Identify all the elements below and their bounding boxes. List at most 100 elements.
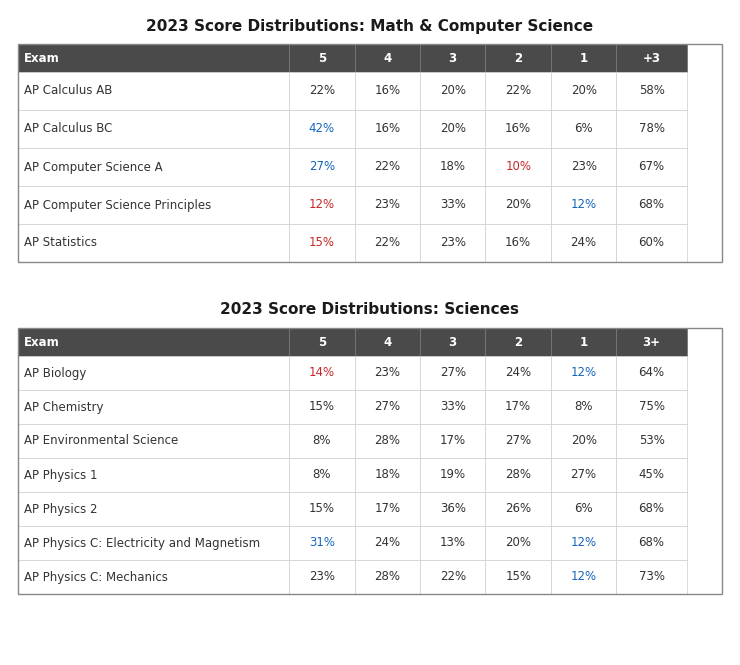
Bar: [354, 492, 420, 526]
Bar: [551, 328, 616, 356]
Text: 12%: 12%: [309, 198, 334, 211]
Text: AP Calculus AB: AP Calculus AB: [24, 84, 112, 98]
Bar: [420, 424, 485, 458]
Bar: [551, 186, 616, 224]
Text: 27%: 27%: [309, 160, 334, 174]
Bar: [420, 492, 485, 526]
Bar: [551, 148, 616, 186]
Text: 20%: 20%: [505, 198, 531, 211]
Bar: [616, 328, 687, 356]
Bar: [551, 492, 616, 526]
Bar: [354, 110, 420, 148]
Text: 2: 2: [514, 51, 522, 65]
Text: 3+: 3+: [642, 336, 661, 348]
Text: 8%: 8%: [312, 434, 331, 448]
Text: 12%: 12%: [571, 198, 596, 211]
Bar: [354, 186, 420, 224]
Bar: [485, 390, 551, 424]
Text: 31%: 31%: [309, 537, 334, 549]
Bar: [551, 224, 616, 262]
Bar: [616, 148, 687, 186]
Text: 2023 Score Distributions: Sciences: 2023 Score Distributions: Sciences: [221, 303, 519, 317]
Bar: [289, 560, 354, 594]
Text: 24%: 24%: [571, 237, 596, 249]
Bar: [289, 390, 354, 424]
Text: 28%: 28%: [505, 469, 531, 481]
Bar: [485, 560, 551, 594]
Bar: [616, 224, 687, 262]
Bar: [485, 72, 551, 110]
Bar: [289, 526, 354, 560]
Bar: [289, 424, 354, 458]
Bar: [18, 560, 289, 594]
Text: 15%: 15%: [309, 503, 334, 515]
Bar: [18, 390, 289, 424]
Bar: [485, 492, 551, 526]
Text: 67%: 67%: [639, 160, 665, 174]
Bar: [289, 328, 354, 356]
Bar: [289, 44, 354, 72]
Bar: [354, 458, 420, 492]
Text: 53%: 53%: [639, 434, 665, 448]
Text: 16%: 16%: [374, 122, 400, 136]
Text: 17%: 17%: [440, 434, 465, 448]
Bar: [354, 328, 420, 356]
Text: 26%: 26%: [505, 503, 531, 515]
Text: 15%: 15%: [505, 571, 531, 583]
Text: 20%: 20%: [505, 537, 531, 549]
Text: 8%: 8%: [574, 400, 593, 414]
Text: 23%: 23%: [571, 160, 596, 174]
Text: AP Physics 2: AP Physics 2: [24, 503, 98, 515]
Text: 64%: 64%: [639, 366, 665, 380]
Text: 20%: 20%: [571, 84, 596, 98]
Text: 27%: 27%: [374, 400, 400, 414]
Text: 19%: 19%: [440, 469, 465, 481]
Text: 10%: 10%: [505, 160, 531, 174]
Bar: [551, 44, 616, 72]
Bar: [354, 44, 420, 72]
Bar: [420, 560, 485, 594]
Text: 22%: 22%: [440, 571, 465, 583]
Text: 78%: 78%: [639, 122, 665, 136]
Bar: [289, 148, 354, 186]
Text: 2023 Score Distributions: Math & Computer Science: 2023 Score Distributions: Math & Compute…: [147, 19, 593, 33]
Bar: [485, 526, 551, 560]
Text: 23%: 23%: [374, 366, 400, 380]
Text: 22%: 22%: [374, 237, 400, 249]
Text: 4: 4: [383, 336, 391, 348]
Text: 12%: 12%: [571, 571, 596, 583]
Bar: [354, 390, 420, 424]
Text: 27%: 27%: [571, 469, 596, 481]
Text: 18%: 18%: [374, 469, 400, 481]
Text: 33%: 33%: [440, 400, 465, 414]
Bar: [485, 186, 551, 224]
Bar: [616, 390, 687, 424]
Bar: [18, 458, 289, 492]
Text: AP Physics C: Mechanics: AP Physics C: Mechanics: [24, 571, 168, 583]
Bar: [551, 356, 616, 390]
Bar: [18, 356, 289, 390]
Bar: [289, 186, 354, 224]
Bar: [354, 424, 420, 458]
Text: 24%: 24%: [505, 366, 531, 380]
Bar: [18, 72, 289, 110]
Bar: [551, 424, 616, 458]
Text: 8%: 8%: [312, 469, 331, 481]
Text: 75%: 75%: [639, 400, 665, 414]
Bar: [354, 526, 420, 560]
Bar: [289, 492, 354, 526]
Bar: [485, 424, 551, 458]
Text: 68%: 68%: [639, 198, 665, 211]
Text: 16%: 16%: [374, 84, 400, 98]
Bar: [485, 44, 551, 72]
Bar: [289, 110, 354, 148]
Bar: [289, 458, 354, 492]
Text: 16%: 16%: [505, 122, 531, 136]
Text: AP Physics 1: AP Physics 1: [24, 469, 98, 481]
Text: 42%: 42%: [309, 122, 334, 136]
Bar: [485, 148, 551, 186]
Bar: [616, 44, 687, 72]
Bar: [616, 110, 687, 148]
Text: AP Computer Science Principles: AP Computer Science Principles: [24, 198, 211, 211]
Bar: [485, 110, 551, 148]
